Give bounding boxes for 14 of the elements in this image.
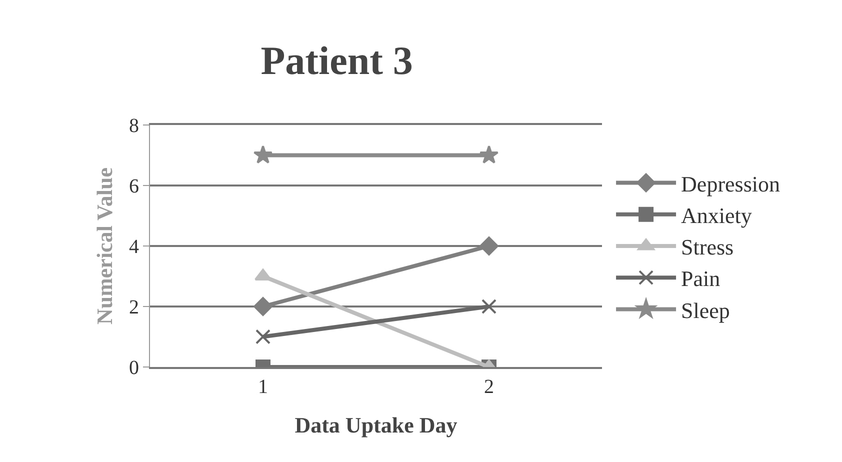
y-tick-label: 8 — [129, 115, 139, 137]
y-tick-label: 4 — [129, 236, 139, 258]
y-tick-label: 0 — [129, 357, 139, 379]
x-tick-label: 1 — [258, 376, 268, 398]
y-axis-title: Numerical Value — [92, 167, 117, 325]
legend-label: Anxiety — [681, 202, 752, 228]
y-tick-label: 6 — [129, 176, 139, 198]
legend-label: Pain — [681, 266, 720, 292]
legend-label: Depression — [681, 171, 780, 196]
legend-label: Sleep — [681, 298, 730, 323]
chart-title: Patient 3 — [260, 38, 413, 84]
x-axis-title: Data Uptake Day — [294, 412, 458, 438]
y-tick-label: 2 — [129, 296, 139, 318]
legend-label: Stress — [681, 234, 734, 260]
